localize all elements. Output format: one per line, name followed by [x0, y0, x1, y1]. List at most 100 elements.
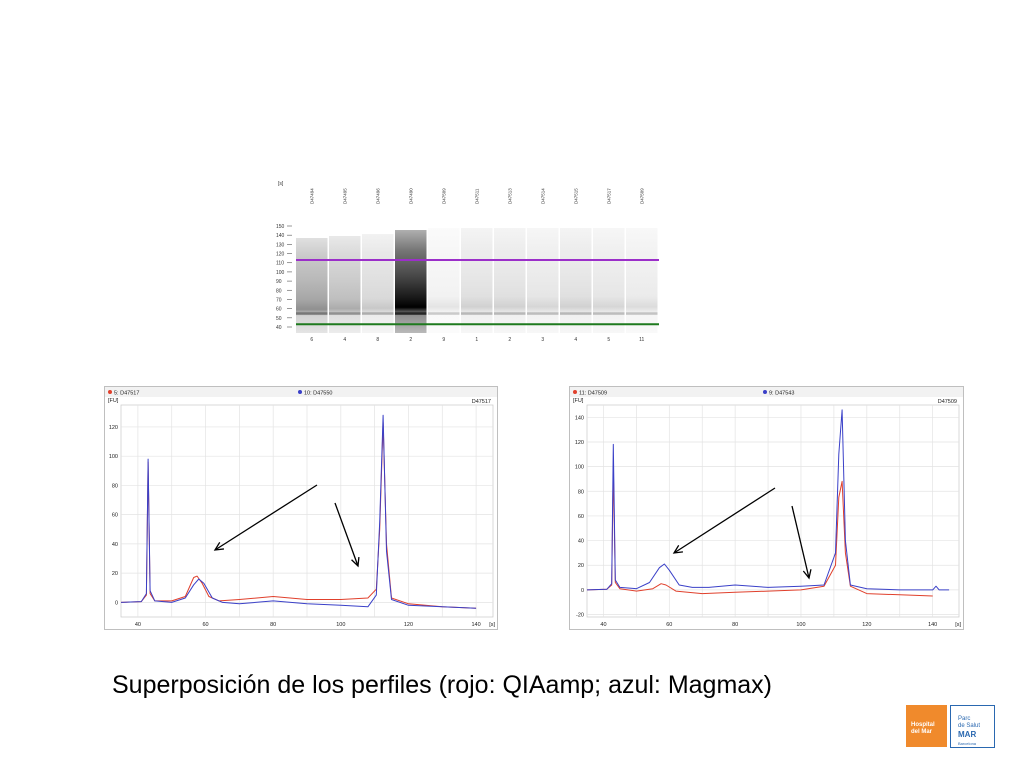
gel-lane	[593, 228, 625, 333]
psm-logo-line2: de Salut	[958, 723, 981, 729]
gel-lane	[428, 228, 460, 333]
elec1-annotation-arrowhead	[351, 556, 360, 568]
gel-lane-label: D47509	[639, 188, 644, 204]
gel-lane	[329, 236, 361, 333]
parc-salut-mar-logo: Parc de Salut MAR Barcelona	[950, 705, 995, 748]
gel-y-tick-label: 50	[276, 316, 282, 322]
gel-y-tick-label: 60	[276, 307, 282, 313]
elec2-x-tick-label: 100	[796, 622, 805, 628]
hospital-logo-text: Hospital del Mar	[911, 722, 935, 735]
elec2-y-tick-label: 100	[575, 465, 584, 471]
gel-lane-label: D47515	[573, 188, 578, 204]
gel-lane	[461, 228, 493, 333]
elec1-legend-marker	[108, 390, 112, 394]
elec1-y-unit: [FU]	[108, 398, 119, 404]
elec1-x-tick-label: 80	[270, 622, 276, 628]
gel-lane	[494, 228, 526, 333]
gel-y-tick-label: 80	[276, 288, 282, 294]
elec2-y-tick-label: -20	[576, 613, 584, 619]
gel-lane-label: D47495	[342, 188, 347, 204]
caption: Superposición de los perfiles (rojo: QIA…	[112, 671, 773, 699]
elec1-y-tick-label: 20	[112, 571, 118, 577]
psm-logo-line1: Parc	[958, 716, 971, 722]
elec2-y-tick-label: 0	[581, 588, 584, 594]
gel-lane-label: D47517	[606, 188, 611, 204]
gel-lane-band	[626, 312, 658, 315]
elec2-y-tick-label: 60	[578, 514, 584, 520]
elec2-y-tick-label: 20	[578, 563, 584, 569]
elec2-legend-marker	[763, 390, 767, 394]
gel-lane-label: D47513	[507, 188, 512, 204]
gel-y-tick-label: 100	[276, 270, 285, 276]
gel-lane-band	[296, 312, 328, 315]
gel-lane-label: D47496	[375, 188, 380, 204]
elec1-y-tick-label: 60	[112, 513, 118, 519]
elec2-legend-entry: 9: D47543	[769, 391, 794, 397]
elec1-legend-entry: 10: D47550	[304, 391, 332, 397]
gel-y-tick-label: 150	[276, 224, 285, 230]
elec1-legend-marker	[298, 390, 302, 394]
gel-lane-number: 11	[639, 337, 644, 343]
gel-y-unit: [s]	[278, 181, 284, 187]
elec1-x-tick-label: 40	[135, 622, 141, 628]
gel-lane	[296, 238, 328, 333]
gel-lane-number: 2	[409, 337, 412, 343]
gel-lane-label: D47494	[309, 188, 314, 204]
elec1-y-tick-label: 40	[112, 542, 118, 548]
gel-y-tick-label: 140	[276, 233, 285, 239]
gel-lane-number: 5	[607, 337, 610, 343]
electropherogram-left-svg: 5: D47517 10: D47550 [FU] D47517 0 20 40 60 80 10…	[105, 387, 497, 628]
psm-logo-line3: MAR	[958, 730, 977, 739]
elec2-annotation-arrowhead	[672, 544, 684, 554]
gel-lane-label: D47490	[408, 188, 413, 204]
elec2-plot-area	[586, 404, 960, 618]
elec2-x-tick-label: 80	[732, 622, 738, 628]
elec1-x-tick-label: 100	[336, 622, 345, 628]
elec1-x-tick-label: 140	[471, 622, 480, 628]
elec2-y-tick-label: 140	[575, 415, 584, 421]
gel-lane-number: 3	[541, 337, 544, 343]
gel-lane-band	[494, 312, 526, 315]
elec1-annotation-arrow	[214, 484, 318, 551]
gel-y-tick-label: 110	[276, 261, 284, 267]
gel-y-tick-label: 120	[276, 252, 285, 258]
elec2-annotation-arrowhead	[802, 569, 812, 580]
elec2-corner-label: D47509	[938, 399, 957, 405]
logos: Hospital del Mar Parc de Salut MAR Barce…	[906, 705, 995, 748]
elec1-y-tick-label: 80	[112, 483, 118, 489]
elec1-annotation-arrowhead	[213, 542, 225, 551]
gel-lane-band	[527, 312, 559, 315]
elec2-y-tick-label: 40	[578, 539, 584, 545]
elec1-corner-label: D47517	[472, 399, 491, 405]
elec2-legend-entry: 11: D47509	[579, 391, 607, 397]
electropherogram-right-svg: 11: D47509 9: D47543 [FU] D47509 -20 0 20 40 60 8…	[570, 387, 963, 628]
elec2-legend-marker	[573, 390, 577, 394]
gel-lane-band	[395, 312, 427, 315]
gel-y-tick-label: 70	[276, 297, 282, 303]
elec1-y-tick-label: 100	[109, 454, 118, 460]
electropherogram-left: 5: D47517 10: D47550 [FU] D47517 0 20 40 60 80 10…	[104, 386, 498, 630]
gel-y-tick-label: 130	[276, 242, 285, 248]
elec2-x-tick-label: 40	[600, 622, 606, 628]
gel-y-tick-label: 90	[276, 279, 282, 285]
gel-lane	[362, 234, 394, 333]
hospital-del-mar-logo: Hospital del Mar	[906, 705, 947, 747]
elec1-annotation-arrow	[334, 502, 359, 567]
gel-lane-band	[560, 312, 592, 315]
gel-image: [s] 150 140 130 120 110 100 90 80 70 60 50 40 D47494 6…	[272, 176, 662, 346]
elec2-annotation-arrow	[791, 505, 810, 579]
elec2-x-tick-label: 120	[862, 622, 871, 628]
gel-lane-number: 2	[508, 337, 511, 343]
gel-lane-number: 6	[310, 337, 313, 343]
gel-lane	[560, 228, 592, 333]
gel-lane-label: D47514	[540, 188, 545, 204]
elec2-series-line	[586, 409, 950, 591]
elec1-y-tick-label: 0	[115, 600, 118, 606]
gel-lane-label: D47509	[441, 188, 446, 204]
gel-lane-band	[593, 312, 625, 315]
gel-lane-label: D47511	[474, 188, 479, 204]
gel-lane-number: 8	[376, 337, 379, 343]
elec2-x-tick-label: 60	[666, 622, 672, 628]
gel-y-tick-label: 40	[276, 325, 282, 331]
gel-lane	[527, 228, 559, 333]
